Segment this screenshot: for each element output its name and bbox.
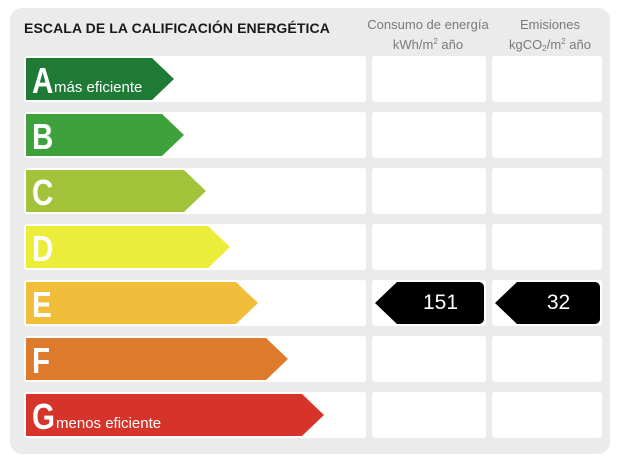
consumption-cell [372,392,486,438]
rating-arrow-f: F [26,338,288,380]
emissions-cell [492,392,602,438]
rating-row-f: F [24,336,608,382]
emissions-value-marker: 32 [495,282,600,324]
consumption-header-unit: kWh/m2 año [392,37,464,52]
rating-arrow-d: D [26,226,230,268]
rating-letter: F [32,340,51,381]
consumption-cell [372,168,486,214]
emissions-cell [492,224,602,270]
emissions-cell [492,168,602,214]
consumption-value-marker: 151 [375,282,484,324]
rating-letter: E [32,284,52,325]
scale-cell: D [24,224,366,270]
rating-description: más eficiente [54,79,143,96]
rating-arrow-e: E [26,282,258,324]
rating-letter: G [32,396,55,437]
scale-cell: C [24,168,366,214]
scale-title: ESCALA DE LA CALIFICACIÓN ENERGÉTICA [24,20,330,36]
scale-cell: F [24,336,366,382]
consumption-cell [372,224,486,270]
emissions-header-label: Emisiones [520,17,580,32]
rating-letter: D [32,228,54,269]
rating-row-b: B [24,112,608,158]
rating-letter: B [32,116,54,157]
consumption-cell [372,56,486,102]
emissions-cell [492,112,602,158]
consumption-cell [372,112,486,158]
rating-letter: C [32,172,54,213]
emissions-cell [492,56,602,102]
emissions-header-unit: kgCO2/m2 año [509,37,591,53]
emissions-column-header: Emisiones kgCO2/m2 año [488,16,612,57]
consumption-column-header: Consumo de energía kWh/m2 año [366,16,490,53]
rating-arrow-b: B [26,114,184,156]
scale-cell: E [24,280,366,326]
rating-arrow-c: C [26,170,206,212]
scale-cell: B [24,112,366,158]
consumption-header-label: Consumo de energía [367,17,489,32]
consumption-cell [372,336,486,382]
rating-letter: A [32,60,54,101]
rating-row-c: C [24,168,608,214]
rating-row-d: D [24,224,608,270]
energy-rating-card: ESCALA DE LA CALIFICACIÓN ENERGÉTICA Con… [10,8,610,454]
rating-description: menos eficiente [56,415,162,432]
emissions-cell [492,336,602,382]
rating-row-e: E 151 32 [24,280,608,326]
